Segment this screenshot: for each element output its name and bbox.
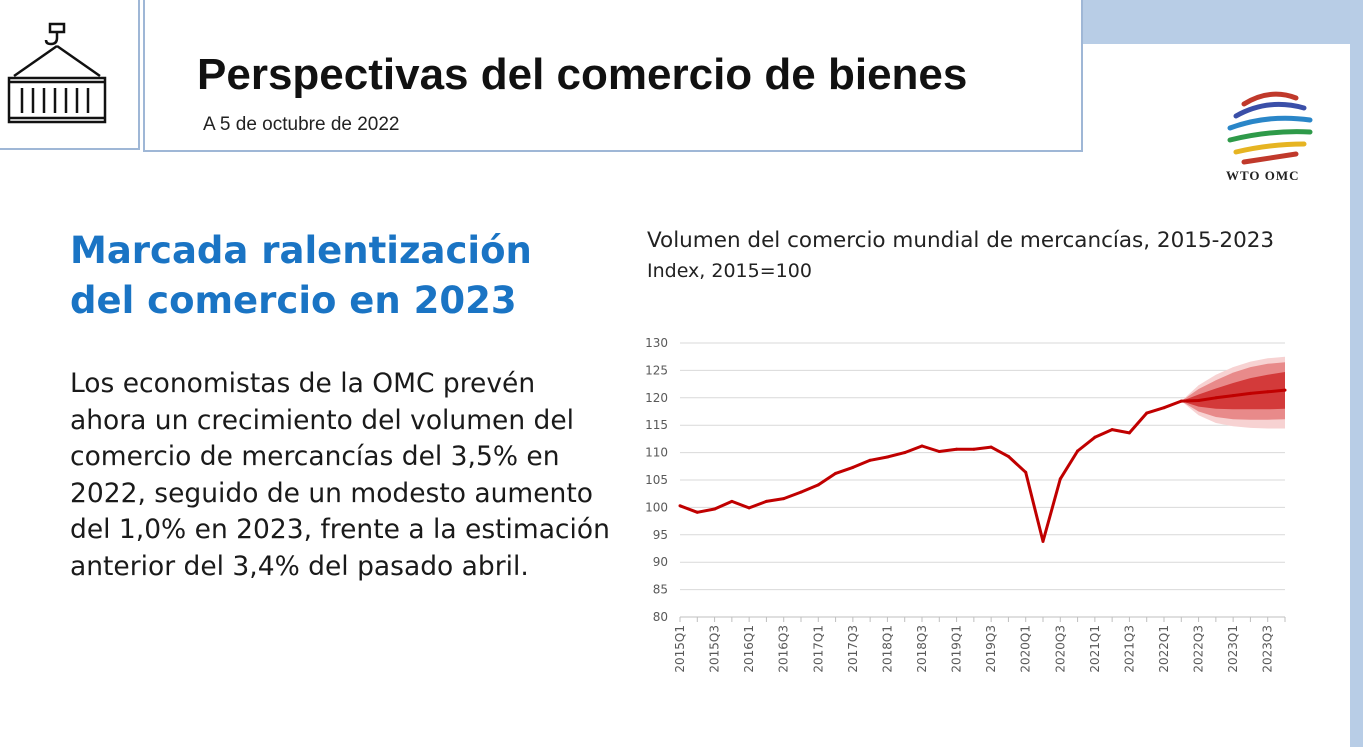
data-point: [1145, 411, 1149, 415]
data-point: [1058, 477, 1062, 481]
data-point: [989, 445, 993, 449]
data-point: [1041, 539, 1045, 543]
x-tick-label: 2023Q1: [1226, 625, 1240, 673]
heading-line-1: Marcada ralentización: [70, 229, 532, 272]
data-point: [782, 497, 786, 501]
data-point: [678, 504, 682, 508]
x-tick-label: 2016Q3: [777, 625, 791, 673]
y-tick-label: 90: [653, 555, 668, 569]
x-tick-label: 2015Q3: [708, 625, 722, 673]
wto-logo-text: WTO OMC: [1226, 168, 1300, 183]
trade-volume-chart: 80 85 90 95 100 105 110 115 120 125 130 2015Q1 2015Q…: [645, 336, 1287, 673]
x-tick-label: 2022Q3: [1192, 625, 1206, 673]
publication-date: A 5 de octubre de 2022: [203, 114, 400, 135]
x-tick-label: 2018Q1: [880, 625, 894, 673]
x-tick-label: 2019Q1: [950, 625, 964, 673]
y-tick-label: 105: [645, 473, 668, 487]
x-tick-label: 2021Q3: [1122, 625, 1136, 673]
y-tick-label: 110: [645, 446, 668, 460]
y-tick-label: 100: [645, 500, 668, 514]
data-point: [799, 490, 803, 494]
data-point: [1076, 449, 1080, 453]
data-point: [1266, 390, 1270, 394]
wto-logo-icon: [1227, 91, 1313, 165]
data-point: [868, 458, 872, 462]
data-point: [695, 510, 699, 514]
data-point: [972, 447, 976, 451]
y-tick-label: 85: [653, 583, 668, 597]
x-tick-label: 2020Q3: [1053, 625, 1067, 673]
data-point: [920, 444, 924, 448]
accent-bar-right: [1350, 44, 1363, 747]
data-point: [1024, 470, 1028, 474]
data-point: [1006, 454, 1010, 458]
chart-subtitle: Index, 2015=100: [647, 260, 812, 282]
data-point: [730, 499, 734, 503]
x-tick-label: 2019Q3: [984, 625, 998, 673]
data-point: [1283, 388, 1287, 392]
y-tick-label: 80: [653, 610, 668, 624]
data-point: [1179, 399, 1183, 403]
data-point: [1214, 396, 1218, 400]
x-tick-label: 2017Q3: [846, 625, 860, 673]
data-point: [747, 506, 751, 510]
chart-title: Volumen del comercio mundial de mercancí…: [647, 228, 1275, 253]
header-icon-panel: [0, 0, 140, 150]
data-point: [851, 465, 855, 469]
accent-bar-top: [1080, 0, 1363, 44]
data-point: [1162, 406, 1166, 410]
trade-volume-line: [679, 388, 1286, 543]
x-tick-label: 2022Q1: [1157, 625, 1171, 673]
body-paragraph: Los economistas de la OMC prevén ahora u…: [70, 368, 610, 582]
data-point: [937, 450, 941, 453]
data-point: [1197, 399, 1201, 402]
y-tick-label: 125: [645, 363, 668, 377]
data-point: [1093, 435, 1097, 439]
y-tick-label: 115: [645, 418, 668, 432]
x-tick-label: 2015Q1: [673, 625, 687, 673]
data-point: [955, 447, 959, 451]
data-point: [816, 483, 820, 487]
x-tick-label: 2018Q3: [915, 625, 929, 673]
data-point: [903, 451, 907, 455]
data-point: [713, 507, 717, 511]
x-tick-label: 2016Q1: [742, 625, 756, 673]
x-tick-label: 2023Q3: [1261, 625, 1275, 673]
x-tick-label: 2017Q1: [811, 625, 825, 673]
data-point: [764, 499, 768, 503]
y-tick-label: 130: [645, 336, 668, 350]
x-tick-label: 2020Q1: [1019, 625, 1033, 673]
heading-line-2: del comercio en 2023: [70, 279, 517, 322]
main-heading: Marcada ralentización del comercio en 20…: [70, 226, 590, 326]
y-tick-label: 120: [645, 391, 668, 405]
header-panel: Perspectivas del comercio de bienes A 5 …: [143, 0, 1083, 152]
data-point: [834, 471, 838, 475]
x-tick-label: 2021Q1: [1088, 625, 1102, 673]
data-point: [1110, 428, 1114, 432]
data-point: [1127, 431, 1131, 435]
page-title: Perspectivas del comercio de bienes: [197, 50, 968, 99]
y-tick-label: 95: [653, 528, 668, 542]
data-point: [885, 455, 889, 459]
data-point: [1231, 394, 1235, 398]
shipping-container-icon: [7, 22, 107, 124]
data-point: [1248, 391, 1252, 395]
